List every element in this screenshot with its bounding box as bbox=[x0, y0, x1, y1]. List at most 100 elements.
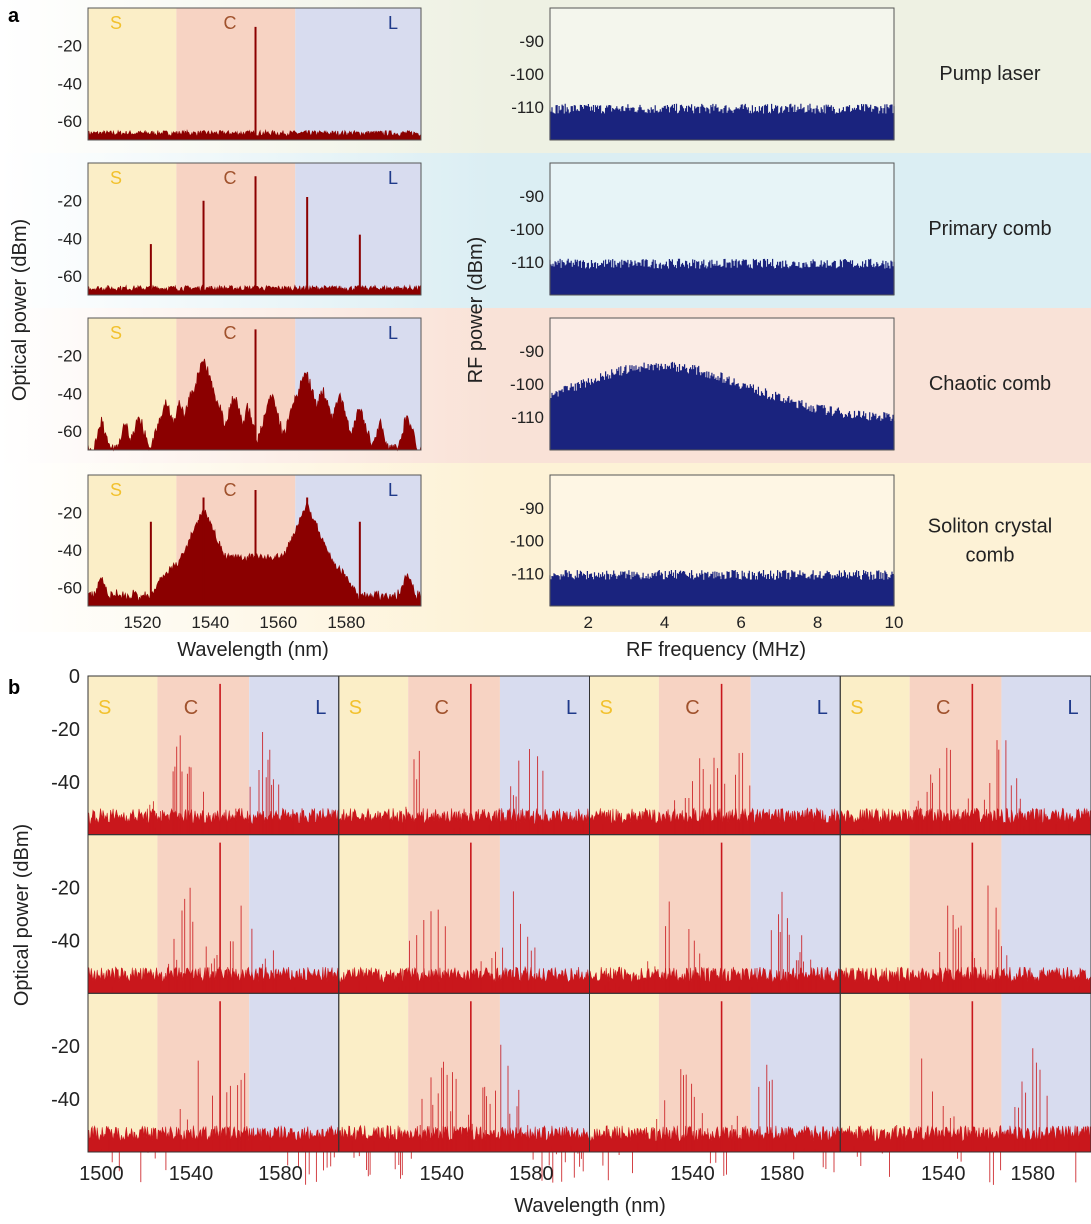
panel-b-ytick: -40 bbox=[51, 772, 80, 794]
band-c-shade bbox=[176, 8, 296, 140]
band-s-shade bbox=[88, 993, 158, 1152]
band-label-l: L bbox=[388, 13, 398, 33]
panel-a-optical-ylabel: Optical power (dBm) bbox=[9, 219, 31, 401]
band-label-l: L bbox=[388, 168, 398, 188]
optical-spectrum-trace bbox=[839, 966, 1091, 994]
rf-ytick: -110 bbox=[511, 408, 544, 427]
comb-lines bbox=[602, 1064, 835, 1181]
band-s-shade bbox=[840, 834, 910, 994]
band-s-shade bbox=[589, 993, 659, 1152]
rf-axes-frame bbox=[549, 474, 895, 607]
band-label-l: L bbox=[566, 697, 577, 719]
panel-b-axes-frame bbox=[839, 992, 1091, 1153]
rf-xtick: 4 bbox=[660, 613, 669, 632]
rf-axes-frame bbox=[549, 317, 895, 451]
text-layer: a b Optical power (dBm) Wavelength (nm) … bbox=[8, 5, 1079, 1217]
band-label-s: S bbox=[110, 480, 122, 500]
optical-spectrum-trace bbox=[839, 807, 1091, 835]
panel-b-xtick: 1500 bbox=[79, 1163, 124, 1185]
comb-state-label: Chaotic comb bbox=[929, 373, 1051, 395]
band-s-shade bbox=[88, 8, 177, 140]
band-label-l: L bbox=[388, 480, 398, 500]
rf-ytick: -90 bbox=[519, 187, 544, 206]
rf-ytick: -90 bbox=[519, 32, 544, 51]
panel-b-ytick: 0 bbox=[69, 666, 80, 688]
band-l-shade bbox=[249, 676, 339, 835]
band-label-s: S bbox=[349, 697, 362, 719]
panel-b-xtick: 1580 bbox=[1011, 1163, 1056, 1185]
band-label-s: S bbox=[850, 697, 863, 719]
rf-axes-frame bbox=[549, 7, 895, 141]
optical-xtick: 1520 bbox=[123, 613, 161, 632]
rf-ytick: -110 bbox=[511, 564, 544, 583]
band-s-shade bbox=[338, 676, 409, 835]
band-label-l: L bbox=[1068, 697, 1079, 719]
plot-layer bbox=[87, 8, 1091, 1185]
panel-b-xtick: 1580 bbox=[760, 1163, 805, 1185]
band-c-shade bbox=[157, 834, 250, 994]
band-s-shade bbox=[88, 676, 158, 835]
rf-ytick: -100 bbox=[510, 65, 544, 84]
band-label-l: L bbox=[388, 323, 398, 343]
optical-spectrum-trace bbox=[589, 1125, 841, 1153]
rf-ytick: -90 bbox=[519, 499, 544, 518]
frame-layer bbox=[87, 7, 1091, 1153]
band-c-shade bbox=[408, 676, 500, 835]
band-label-c: C bbox=[685, 697, 699, 719]
comb-state-label: Soliton crystal bbox=[928, 516, 1053, 538]
band-s-shade bbox=[88, 834, 158, 994]
band-l-shade bbox=[295, 8, 421, 140]
band-label-s: S bbox=[110, 168, 122, 188]
band-label-s: S bbox=[110, 323, 122, 343]
rf-ytick: -110 bbox=[511, 98, 544, 117]
optical-xtick: 1580 bbox=[327, 613, 365, 632]
band-label-s: S bbox=[110, 13, 122, 33]
band-label-s: S bbox=[98, 697, 111, 719]
optical-axes-frame bbox=[87, 7, 422, 141]
optical-spectrum-trace bbox=[338, 965, 590, 994]
panel-b-xtick: 1540 bbox=[670, 1163, 715, 1185]
optical-xtick: 1560 bbox=[259, 613, 297, 632]
comb-state-label: comb bbox=[966, 545, 1015, 567]
optical-axes-frame bbox=[87, 162, 422, 296]
rf-ytick: -90 bbox=[519, 342, 544, 361]
rf-xtick: 2 bbox=[583, 613, 592, 632]
band-label-c: C bbox=[224, 168, 237, 188]
rf-xtick: 10 bbox=[885, 613, 904, 632]
panel-a-rf-xlabel: RF frequency (MHz) bbox=[626, 639, 806, 661]
band-s-shade bbox=[88, 163, 177, 295]
band-label-c: C bbox=[435, 697, 449, 719]
optical-spectrum-trace bbox=[589, 807, 841, 835]
band-l-shade bbox=[249, 834, 339, 994]
band-s-shade bbox=[840, 676, 910, 835]
optical-spectrum-trace bbox=[87, 284, 422, 296]
panel-b-xtick: 1540 bbox=[419, 1163, 464, 1185]
optical-spectrum-trace bbox=[87, 1125, 340, 1153]
optical-ytick: -40 bbox=[57, 229, 82, 248]
optical-ytick: -60 bbox=[57, 112, 82, 131]
panel-b-xtick: 1540 bbox=[921, 1163, 966, 1185]
optical-ytick: -40 bbox=[57, 74, 82, 93]
panel-b-ytick: -40 bbox=[51, 930, 80, 952]
rf-xtick: 8 bbox=[813, 613, 822, 632]
band-c-shade bbox=[157, 993, 250, 1152]
band-l-shade bbox=[750, 993, 841, 1152]
band-c-shade bbox=[658, 993, 751, 1152]
band-l-shade bbox=[499, 834, 590, 994]
optical-ytick: -60 bbox=[57, 578, 82, 597]
band-c-shade bbox=[658, 834, 751, 994]
comb-lines bbox=[853, 1048, 1080, 1185]
band-l-shade bbox=[499, 993, 590, 1152]
optical-ytick: -20 bbox=[57, 347, 82, 366]
band-s-shade bbox=[338, 993, 409, 1152]
optical-ytick: -40 bbox=[57, 541, 82, 560]
band-l-shade bbox=[499, 676, 590, 835]
comb-state-label: Pump laser bbox=[939, 63, 1040, 85]
panel-b-xtick: 1540 bbox=[169, 1163, 214, 1185]
panel-b-xtick: 1580 bbox=[258, 1163, 303, 1185]
band-label-c: C bbox=[936, 697, 950, 719]
optical-spectrum-trace bbox=[839, 1124, 1091, 1153]
optical-axes-frame bbox=[87, 474, 422, 607]
band-label-c: C bbox=[224, 323, 237, 343]
optical-ytick: -60 bbox=[57, 267, 82, 286]
